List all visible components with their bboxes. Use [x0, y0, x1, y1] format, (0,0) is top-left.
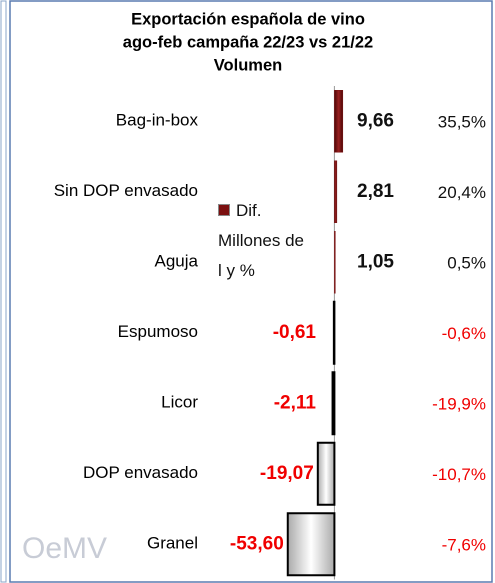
category-label: Espumoso [118, 322, 198, 341]
bar [332, 300, 336, 365]
value-label: 1,05 [357, 251, 394, 272]
bar [331, 371, 336, 436]
bar [334, 231, 336, 294]
bar [316, 441, 336, 506]
category-label: Granel [147, 534, 198, 553]
bar [334, 160, 338, 223]
percentage-label: -10,7% [432, 465, 486, 484]
percentage-label: 20,4% [438, 183, 486, 202]
category-label: DOP envasado [83, 463, 198, 482]
chart-title: Volumen [214, 56, 282, 74]
side-border [0, 0, 7, 583]
value-label: 2,81 [357, 181, 394, 202]
percentage-label: -7,6% [442, 536, 486, 555]
category-label: Bag-in-box [116, 111, 199, 130]
value-label: -53,60 [230, 533, 284, 554]
value-label: -2,11 [274, 392, 317, 413]
bar [334, 90, 344, 153]
percentage-label: -19,9% [432, 395, 486, 414]
value-label: -0,61 [273, 322, 317, 343]
bar [286, 512, 336, 577]
category-label: Sin DOP envasado [54, 181, 198, 200]
legend-marker [218, 204, 230, 216]
legend: Dif. Millones de l y % [218, 196, 306, 286]
category-label: Licor [161, 393, 198, 412]
legend-label: Dif. Millones de l y % [218, 201, 304, 280]
logo: OeMV [22, 532, 107, 565]
value-label: -19,07 [260, 463, 314, 484]
category-label: Aguja [155, 252, 199, 271]
percentage-label: 0,5% [447, 254, 486, 273]
percentage-label: -0,6% [442, 324, 486, 343]
chart-border [9, 0, 493, 583]
chart-title: ago-feb campaña 22/23 vs 21/22 [123, 33, 373, 51]
percentage-label: 35,5% [438, 113, 486, 132]
value-label: 9,66 [357, 110, 394, 131]
chart-title: Exportación española de vino [131, 10, 365, 28]
